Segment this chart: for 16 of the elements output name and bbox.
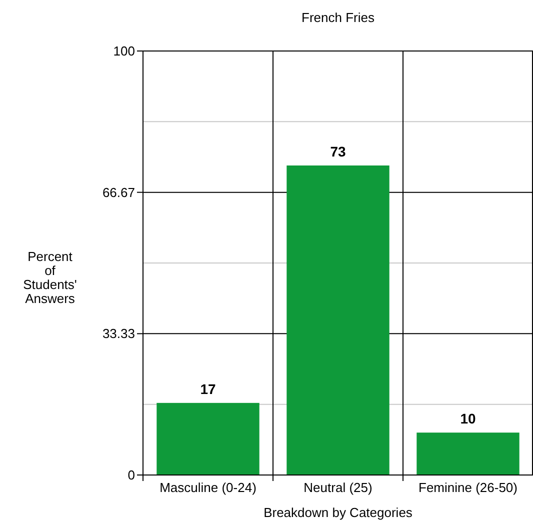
x-tick-label: Feminine (26-50)	[418, 480, 518, 495]
y-tick-label: 100	[113, 44, 135, 59]
chart-title: French Fries	[302, 10, 375, 25]
x-tick-label: Masculine (0-24)	[160, 480, 256, 495]
bar	[286, 165, 390, 475]
y-tick-label: 0	[128, 468, 135, 483]
data-label: 73	[330, 143, 346, 160]
x-axis-title: Breakdown by Categories	[264, 505, 413, 520]
bar	[156, 402, 260, 475]
y-tick-label: 33.33	[102, 326, 135, 342]
data-label: 10	[460, 410, 476, 427]
x-tick-label: Neutral (25)	[304, 480, 372, 495]
y-axis-title: Percent of Students' Answers	[23, 249, 77, 306]
data-label: 17	[200, 380, 216, 397]
bar	[416, 432, 520, 475]
y-tick-label: 66.67	[102, 184, 135, 200]
